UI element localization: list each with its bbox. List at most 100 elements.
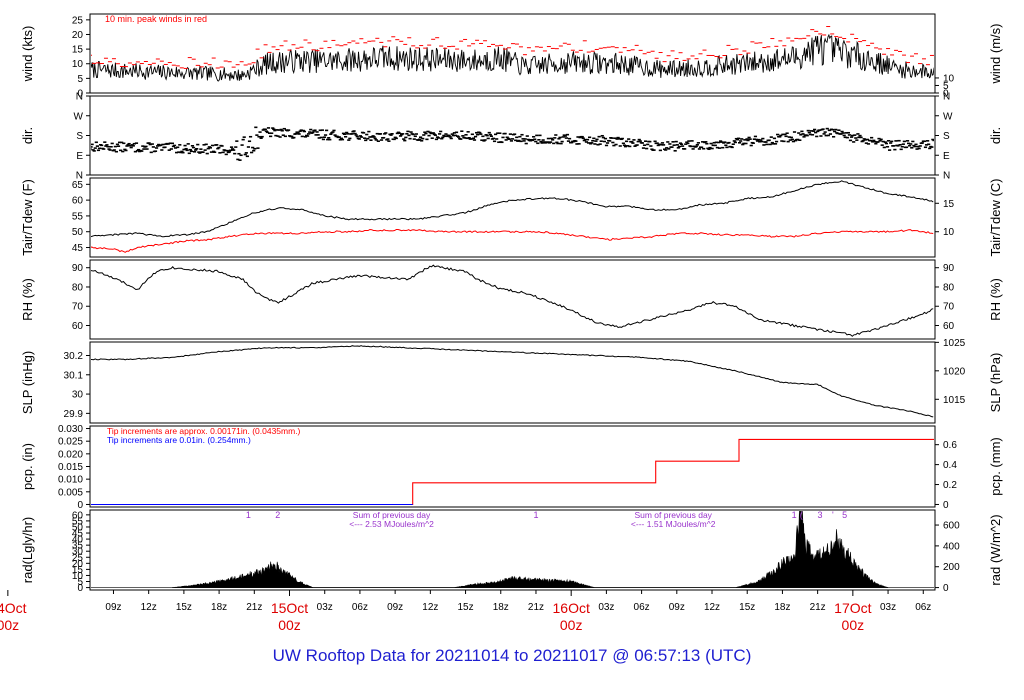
wind-right-tick-label: 10 (943, 73, 955, 84)
rad-right-tick-label: 600 (943, 521, 960, 532)
rh-right-tick-label: 60 (943, 321, 955, 332)
dir-right-tick-label: S (943, 131, 950, 142)
panel-temp: 45505560651015Tair/Tdew (F) Tair/Tdew (C) (20, 178, 1003, 257)
temp-left-tick-label: 55 (72, 211, 84, 222)
day-label-hour: 00z (0, 617, 19, 633)
time-tick-label: 18z (774, 602, 790, 613)
radiation-marker: 1 (533, 510, 538, 520)
time-tick-label: 12z (422, 602, 438, 613)
time-tick-label: 21z (246, 602, 262, 613)
radiation-marker: 1 (246, 510, 251, 520)
wind-ylabel-left: wind (kts) (20, 26, 35, 83)
wind-ylabel-right: wind (m/s) (988, 24, 1003, 85)
time-tick-label: 09z (669, 602, 685, 613)
radiation-marker: 2 (275, 510, 280, 520)
time-tick-label: 09z (387, 602, 403, 613)
dir-right-tick-label: E (943, 151, 950, 162)
temp-left-tick-label: 65 (72, 180, 84, 191)
pcp-left-tick-label: 0.015 (58, 462, 83, 473)
dir-left-tick-label: S (76, 131, 83, 142)
rh-left-tick-label: 80 (72, 282, 84, 293)
slp-slp-line (90, 346, 933, 417)
radiation-marker: 1 (792, 510, 797, 520)
radiation-marker: ( (800, 510, 803, 520)
wind-frame (90, 14, 935, 93)
day-label-date: 17Oct (834, 600, 871, 616)
time-tick-label: 09z (105, 602, 121, 613)
time-tick-label: 15z (176, 602, 192, 613)
dir-ylabel-left: dir. (20, 127, 35, 144)
dir-left-tick-label: N (76, 92, 83, 103)
radiation-marker: 3 (817, 510, 822, 520)
wind-left-tick-label: 10 (72, 59, 84, 70)
slp-ylabel-right: SLP (hPa) (988, 353, 1003, 413)
pcp-left-tick-label: 0.030 (58, 424, 83, 435)
slp-ylabel-left: SLP (inHg) (20, 351, 35, 414)
wind-left-tick-label: 5 (77, 74, 83, 85)
time-tick-label: 03z (880, 602, 896, 613)
time-tick-label: 15z (457, 602, 473, 613)
radiation-marker: ' (832, 510, 834, 520)
rad-right-tick-label: 200 (943, 562, 960, 573)
day-label-date: 15Oct (271, 600, 308, 616)
slp-left-tick-label: 30.1 (64, 370, 84, 381)
wind-left-tick-label: 25 (72, 15, 84, 26)
pcp-left-tick-label: 0.020 (58, 449, 83, 460)
temp-right-tick-label: 15 (943, 199, 955, 210)
rh-rh-line (90, 265, 933, 336)
panel-rh: 60 70 80 90 60 70 80 90 RH (%) RH (%) (20, 260, 1003, 339)
time-tick-label: 06z (352, 602, 368, 613)
pcp-right-tick-label: 0.4 (943, 460, 957, 471)
pcp-right-tick-label: 0 (943, 500, 949, 511)
rh-right-tick-label: 90 (943, 263, 955, 274)
slp-plot-area (90, 346, 933, 417)
panel-slp: 29.9 30 30.1 30.2 1015 1020 1025 SLP (inHg) SLP … (20, 338, 1003, 423)
dir-right-tick-label: N (943, 171, 950, 182)
rad-ylabel-left: rad(Lgly/hr) (20, 517, 35, 583)
rh-right-tick-label: 70 (943, 302, 955, 313)
slp-left-tick-label: 29.9 (64, 409, 84, 420)
time-tick-label: 21z (810, 602, 826, 613)
slp-left-tick-label: 30.2 (64, 351, 84, 362)
rad-right-tick-label: 400 (943, 541, 960, 552)
day-label-hour: 00z (560, 617, 583, 633)
temp-left-tick-label: 50 (72, 227, 84, 238)
pcp-right-tick-label: 0.2 (943, 480, 957, 491)
precip-accumulation-line (90, 439, 935, 504)
slp-left-tick-label: 30 (72, 390, 84, 401)
rad-ylabel-right: rad (W/m^2) (988, 514, 1003, 585)
dir-right-tick-label: N (943, 92, 950, 103)
day-label-date: 14Oct (0, 600, 27, 616)
slp-right-tick-label: 1015 (943, 395, 966, 406)
temp-ylabel-left: Tair/Tdew (F) (20, 179, 35, 256)
pcp-ylabel-right: pcp. (mm) (988, 437, 1003, 496)
rad-right-tick-label: 0 (943, 583, 949, 594)
pcp-plot-area (90, 439, 935, 504)
pcp-left-tick-label: 0 (77, 500, 83, 511)
time-tick-label: 15z (739, 602, 755, 613)
time-axis: 09z 12z 15z 18z 21z 03z 06z 09z 12z 15z 18z 21z 03z 0… (0, 590, 931, 633)
temp-tair-line (90, 181, 933, 237)
temp-left-tick-label: 45 (72, 243, 84, 254)
slp-right-tick-label: 1020 (943, 366, 966, 377)
rh-ylabel-right: RH (%) (988, 278, 1003, 321)
day-label-hour: 00z (278, 617, 301, 633)
rh-ylabel-left: RH (%) (20, 278, 35, 321)
temp-frame (90, 178, 935, 257)
wind-left-tick-label: 15 (72, 45, 84, 56)
day-label-date: 16Oct (553, 600, 590, 616)
temp-left-tick-label: 60 (72, 196, 84, 207)
dir-right-tick-label: W (943, 111, 953, 122)
dir-left-tick-label: E (76, 151, 83, 162)
wind-left-tick-label: 20 (72, 30, 84, 41)
slp-right-tick-label: 1025 (943, 338, 966, 349)
temp-plot-area (90, 181, 933, 253)
rh-left-tick-label: 90 (72, 263, 84, 274)
temp-ylabel-right: Tair/Tdew (C) (988, 178, 1003, 256)
rh-right-tick-label: 80 (943, 282, 955, 293)
rad-left-tick-label: 60 (72, 510, 84, 521)
wind-plot-area (88, 27, 935, 81)
meteogram: 05101520250510wind (kts) wind (m/s)10 min… (0, 0, 1024, 700)
